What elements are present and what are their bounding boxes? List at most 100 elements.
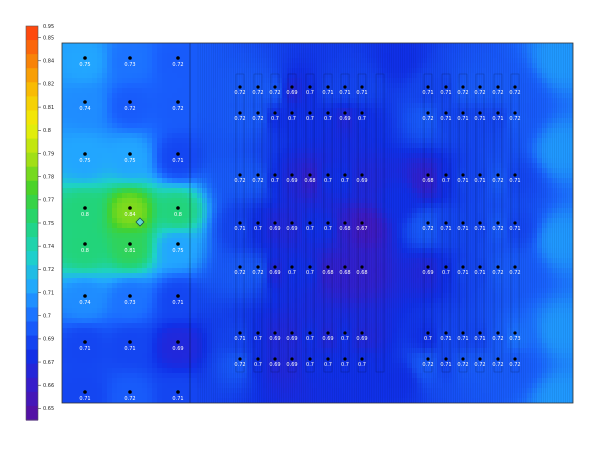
heat-cell (417, 133, 423, 139)
heat-cell (402, 193, 408, 199)
heat-cell (202, 128, 208, 134)
heat-cell (442, 88, 448, 94)
heat-cell (177, 98, 183, 104)
heat-cell (202, 88, 208, 94)
heat-cell (317, 163, 323, 169)
heat-cell (312, 138, 318, 144)
heat-cell (142, 123, 148, 129)
heat-cell (377, 248, 383, 254)
heat-cell (372, 173, 378, 179)
heat-cell (442, 258, 448, 264)
heat-cell (312, 253, 318, 259)
heat-cell (552, 83, 558, 89)
heat-cell (447, 263, 453, 269)
heat-cell (252, 163, 258, 169)
heat-cell (472, 163, 478, 169)
heat-cell (572, 198, 573, 204)
heat-cell (502, 208, 508, 214)
heat-cell (487, 228, 493, 234)
heat-cell (357, 228, 363, 234)
heat-cell (322, 83, 328, 89)
heat-cell (402, 98, 408, 104)
heat-cell (307, 98, 313, 104)
heat-cell (97, 253, 103, 259)
heat-cell (552, 223, 558, 229)
heat-cell (442, 183, 448, 189)
heat-cell (347, 98, 353, 104)
heat-cell (312, 183, 318, 189)
heat-cell (532, 98, 538, 104)
heat-cell (352, 223, 358, 229)
heat-cell (572, 123, 573, 129)
heat-cell (112, 228, 118, 234)
heat-cell (362, 263, 368, 269)
heat-cell (242, 238, 248, 244)
heat-cell (117, 78, 123, 84)
heat-cell (407, 128, 413, 134)
heat-cell (332, 88, 338, 94)
colorbar-tick-label: 0.85 (43, 35, 54, 41)
heat-cell (482, 198, 488, 204)
heat-cell (312, 263, 318, 269)
heat-cell (97, 113, 103, 119)
heat-cell (327, 188, 333, 194)
heat-cell (212, 153, 218, 159)
heat-cell (382, 193, 388, 199)
heat-cell (267, 178, 273, 184)
heat-cell (192, 93, 198, 99)
heat-cell (82, 163, 88, 169)
heat-cell (547, 178, 553, 184)
heat-cell (542, 258, 548, 264)
heat-cell (327, 263, 333, 269)
heat-cell (252, 118, 258, 124)
heat-cell (412, 193, 418, 199)
heat-cell (452, 148, 458, 154)
heat-cell (262, 263, 268, 269)
heat-cell (382, 103, 388, 109)
heat-cell (512, 228, 518, 234)
heat-cell (437, 133, 443, 139)
heat-cell (327, 63, 333, 69)
heat-cell (337, 173, 343, 179)
heat-cell (202, 73, 208, 79)
heat-cell (147, 78, 153, 84)
heat-cell (562, 183, 568, 189)
heat-cell (427, 263, 433, 269)
heat-cell (347, 218, 353, 224)
heat-cell (332, 148, 338, 154)
heat-cell (172, 68, 178, 74)
heat-cell (327, 223, 333, 229)
heat-cell (312, 268, 318, 274)
heat-cell (492, 228, 498, 234)
heat-cell (222, 88, 228, 94)
heat-cell (257, 93, 263, 99)
heat-cell (142, 268, 148, 274)
heat-cell (107, 193, 113, 199)
heat-cell (457, 253, 463, 259)
heat-cell (222, 173, 228, 179)
heat-cell (317, 83, 323, 89)
heat-cell (357, 258, 363, 264)
heat-cell (547, 68, 553, 74)
heat-cell (447, 228, 453, 234)
heat-cell (562, 188, 568, 194)
heat-cell (82, 43, 88, 49)
heat-cell (402, 183, 408, 189)
heat-cell (92, 168, 98, 174)
heat-cell (77, 253, 83, 259)
heat-cell (152, 113, 158, 119)
heat-cell (332, 168, 338, 174)
heat-cell (137, 198, 143, 204)
heat-cell (67, 133, 73, 139)
heat-cell (372, 88, 378, 94)
heat-cell (482, 143, 488, 149)
heat-cell (532, 203, 538, 209)
heat-cell (227, 48, 233, 54)
heat-cell (517, 198, 523, 204)
heat-cell (292, 168, 298, 174)
heat-cell (412, 213, 418, 219)
heat-cell (417, 178, 423, 184)
heat-cell (102, 203, 108, 209)
heat-cell (192, 228, 198, 234)
heat-cell (92, 143, 98, 149)
